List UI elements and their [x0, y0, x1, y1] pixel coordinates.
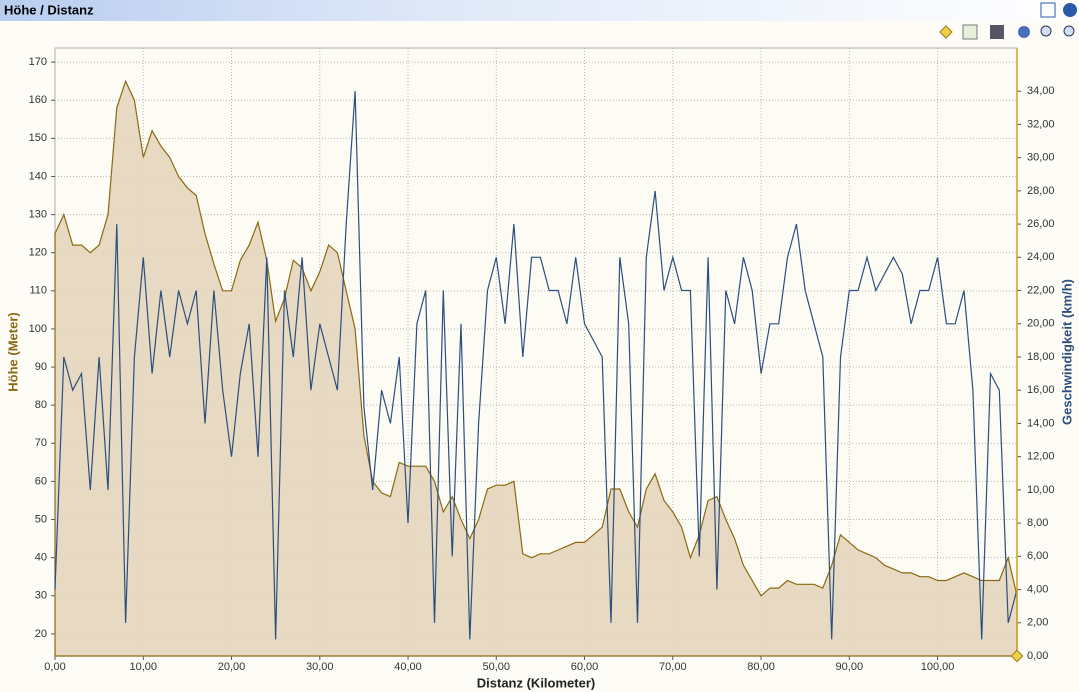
marker-tool[interactable] [939, 25, 953, 39]
y-tick-label: 100 [29, 323, 47, 335]
y2-tick-label: 28,00 [1027, 185, 1055, 197]
toolbar [939, 24, 1075, 40]
y2-tick-label: 34,00 [1027, 85, 1055, 97]
y2-tick-label: 18,00 [1027, 351, 1055, 363]
y2-tick-label: 26,00 [1027, 218, 1055, 230]
x-tick-label: 100,00 [921, 661, 955, 673]
x-axis-title: Distanz (Kilometer) [477, 675, 595, 690]
y2-axis-title: Geschwindigkeit (km/h) [1059, 279, 1074, 425]
y-tick-label: 170 [29, 56, 47, 68]
save-tool[interactable] [990, 25, 1004, 39]
x-tick-label: 10,00 [129, 661, 157, 673]
cursor-handle [1010, 649, 1024, 663]
y2-tick-label: 10,00 [1027, 484, 1055, 496]
x-tick-label: 20,00 [218, 661, 246, 673]
y-tick-label: 120 [29, 247, 47, 259]
chart-tool[interactable] [962, 24, 978, 40]
header-bar [0, 0, 1079, 21]
zoom-out-tool[interactable] [1040, 25, 1052, 37]
y2-tick-label: 8,00 [1027, 517, 1048, 529]
y2-tick-label: 12,00 [1027, 451, 1055, 463]
x-tick-label: 70,00 [659, 661, 687, 673]
y2-tick-label: 20,00 [1027, 318, 1055, 330]
speed-line [54, 91, 1018, 640]
x-tick-label: 80,00 [747, 661, 775, 673]
window-buttons[interactable] [1040, 2, 1077, 18]
y-tick-label: 150 [29, 132, 47, 144]
y-tick-label: 160 [29, 94, 47, 106]
y-tick-label: 20 [35, 628, 47, 640]
y-tick-label: 110 [29, 285, 47, 297]
y2-tick-label: 0,00 [1027, 650, 1048, 662]
y2-tick-label: 30,00 [1027, 152, 1055, 164]
x-tick-label: 60,00 [571, 661, 599, 673]
y2-tick-label: 4,00 [1027, 583, 1048, 595]
y-tick-label: 40 [35, 552, 47, 564]
y2-tick-label: 24,00 [1027, 251, 1055, 263]
y-tick-label: 80 [35, 399, 47, 411]
y2-tick-label: 22,00 [1027, 284, 1055, 296]
chart-title: Höhe / Distanz [4, 2, 94, 17]
y-tick-label: 70 [35, 437, 47, 449]
y-tick-label: 60 [35, 475, 47, 487]
x-tick-label: 40,00 [394, 661, 422, 673]
y2-tick-label: 16,00 [1027, 384, 1055, 396]
x-tick-label: 90,00 [836, 661, 864, 673]
y2-tick-label: 32,00 [1027, 118, 1055, 130]
y-tick-label: 90 [35, 361, 47, 373]
zoom-fit-tool[interactable] [1018, 26, 1030, 38]
zoom-in-tool[interactable] [1063, 25, 1075, 37]
y-tick-label: 130 [29, 208, 47, 220]
y2-tick-label: 14,00 [1027, 417, 1055, 429]
y2-tick-label: 6,00 [1027, 550, 1048, 562]
menu-button[interactable] [1063, 3, 1077, 17]
elevation-area [54, 79, 1018, 657]
layout-button[interactable] [1040, 2, 1056, 18]
y-tick-label: 30 [35, 590, 47, 602]
y-tick-label: 140 [29, 170, 47, 182]
y-tick-label: 50 [35, 513, 47, 525]
x-tick-label: 50,00 [483, 661, 511, 673]
y-axis-title: Höhe (Meter) [5, 312, 20, 391]
x-tick-label: 30,00 [306, 661, 334, 673]
x-tick-label: 0,00 [44, 661, 65, 673]
y2-tick-label: 2,00 [1027, 617, 1048, 629]
